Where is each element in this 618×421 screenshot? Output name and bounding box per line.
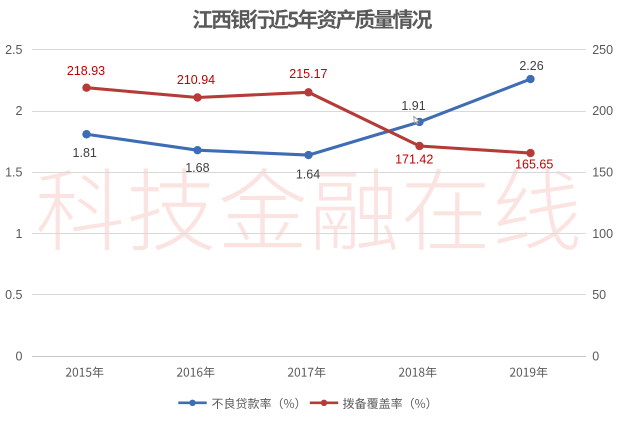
svg-text:0: 0 [592,350,599,364]
svg-text:2.26: 2.26 [519,59,543,73]
svg-text:1.68: 1.68 [185,161,209,175]
svg-text:218.93: 218.93 [67,64,105,78]
svg-text:150: 150 [592,166,613,180]
svg-text:210.94: 210.94 [177,73,215,87]
svg-text:2: 2 [16,104,23,118]
svg-text:165.65: 165.65 [515,158,553,172]
svg-text:200: 200 [592,104,613,118]
svg-text:2.5: 2.5 [5,43,22,57]
svg-text:250: 250 [592,43,613,57]
svg-text:0.5: 0.5 [5,288,22,302]
svg-text:171.42: 171.42 [395,152,433,166]
svg-text:1.91: 1.91 [401,99,425,113]
svg-text:100: 100 [592,227,613,241]
svg-text:215.17: 215.17 [289,67,327,81]
svg-text:50: 50 [592,288,606,302]
svg-text:1.64: 1.64 [296,168,320,182]
svg-text:1.5: 1.5 [5,166,22,180]
svg-text:1: 1 [16,227,23,241]
svg-text:1.81: 1.81 [73,146,97,160]
svg-text:0: 0 [16,350,23,364]
